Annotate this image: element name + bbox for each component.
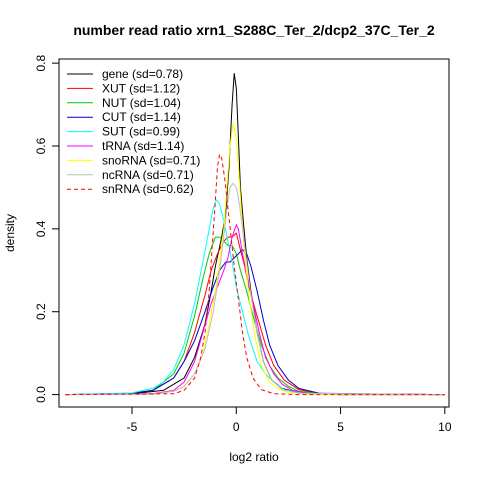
x-tick-label: -5 <box>127 420 138 434</box>
y-tick-label: 0.6 <box>34 137 48 154</box>
legend-entry: snRNA (sd=0.62) <box>102 182 194 196</box>
y-tick-label: 0.2 <box>34 303 48 320</box>
legend-entry: XUT (sd=1.12) <box>102 81 180 95</box>
legend-entry: tRNA (sd=1.14) <box>102 139 184 153</box>
legend: gene (sd=0.78)XUT (sd=1.12)NUT (sd=1.04)… <box>67 67 200 196</box>
series-line-3 <box>65 249 445 396</box>
x-tick-label: 10 <box>438 420 452 434</box>
series-line-5 <box>65 224 445 396</box>
series-line-8 <box>65 153 445 396</box>
y-tick-label: 0.0 <box>34 386 48 403</box>
legend-entry: NUT (sd=1.04) <box>102 96 181 110</box>
series-line-7 <box>65 182 445 396</box>
x-axis-label: log2 ratio <box>229 450 279 464</box>
x-tick-label: 5 <box>337 420 344 434</box>
y-tick-label: 0.8 <box>34 54 48 71</box>
legend-entry: SUT (sd=0.99) <box>102 125 180 139</box>
y-axis-label: density <box>3 214 17 252</box>
series-line-4 <box>65 199 445 396</box>
legend-entry: gene (sd=0.78) <box>102 67 183 81</box>
chart-title: number read ratio xrn1_S288C_Ter_2/dcp2_… <box>73 22 435 38</box>
series-lines <box>65 73 445 396</box>
x-axis: -5 0 5 10 <box>127 406 452 434</box>
y-tick-label: 0.4 <box>34 220 48 237</box>
y-axis: 0.0 0.2 0.4 0.6 0.8 <box>34 54 60 403</box>
x-tick-label: 0 <box>233 420 240 434</box>
legend-entry: ncRNA (sd=0.71) <box>102 168 194 182</box>
legend-entry: snoRNA (sd=0.71) <box>102 153 200 167</box>
legend-entry: CUT (sd=1.14) <box>102 110 181 124</box>
